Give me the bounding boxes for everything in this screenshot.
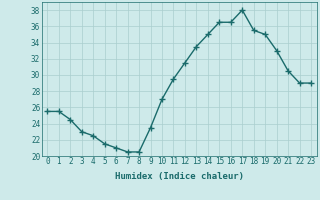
X-axis label: Humidex (Indice chaleur): Humidex (Indice chaleur) [115,172,244,181]
